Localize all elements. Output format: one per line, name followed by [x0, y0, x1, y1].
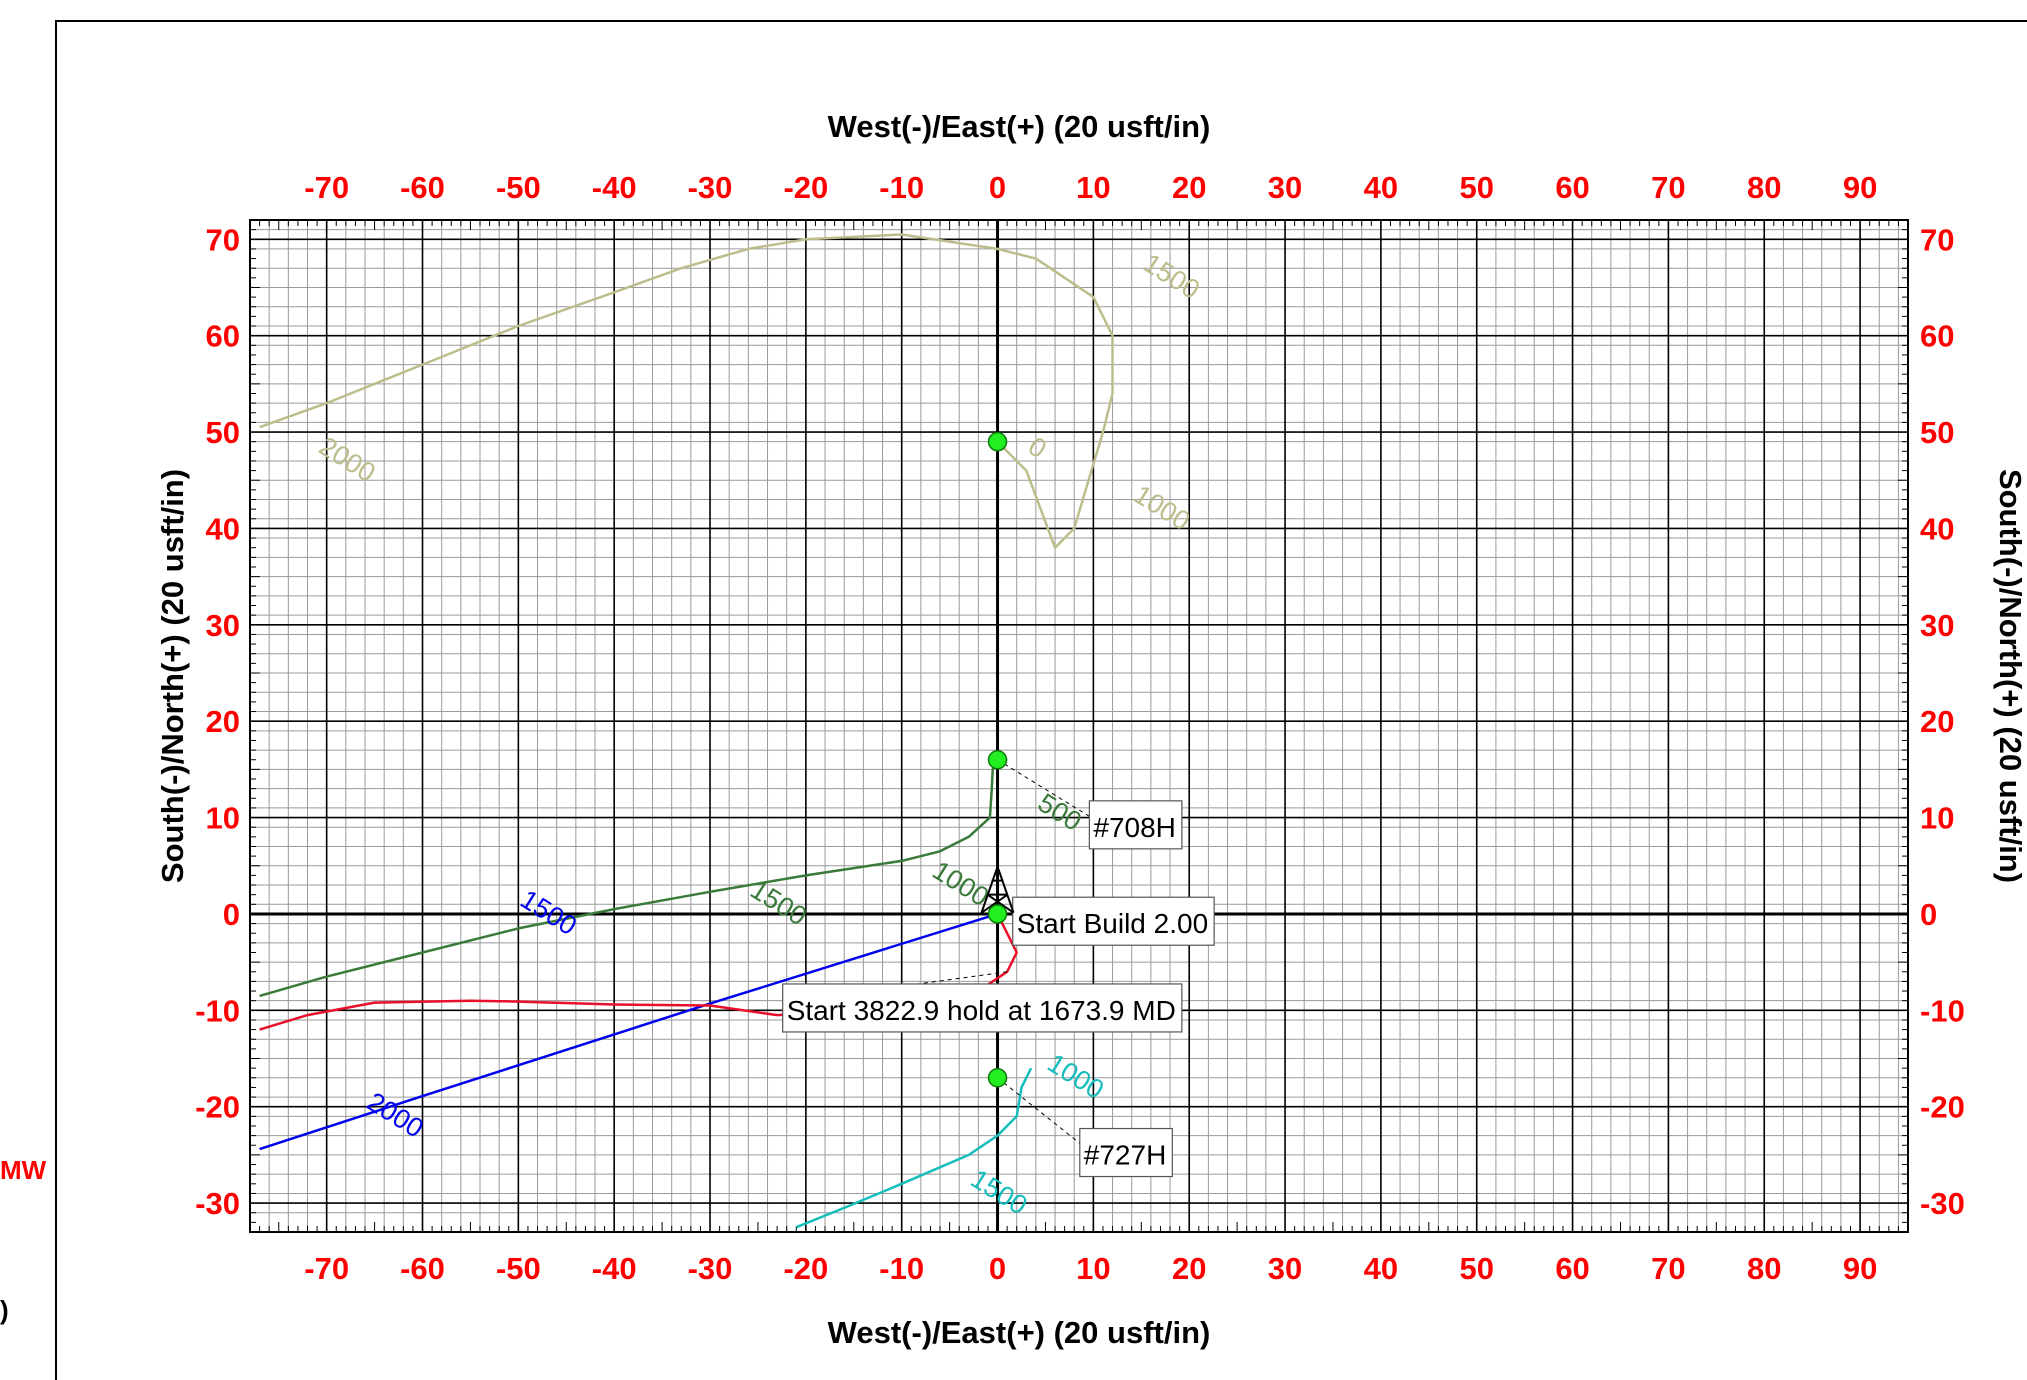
x-tick-label-top: -50: [496, 170, 541, 205]
x-tick-label-bottom: 30: [1268, 1251, 1302, 1286]
y-tick-label-left: -30: [195, 1186, 240, 1221]
x-tick-label-top: 80: [1747, 170, 1781, 205]
well-marker-2: [987, 904, 1008, 924]
left-edge-fragment-2: ): [0, 1295, 9, 1325]
y-tick-label-right: -30: [1920, 1186, 1965, 1221]
x-axis-label-bottom: West(-)/East(+) (20 usft/in): [828, 1315, 1211, 1350]
x-tick-label-bottom: -60: [400, 1251, 445, 1286]
x-tick-label-top: -40: [592, 170, 637, 205]
y-tick-label-left: 40: [206, 511, 240, 546]
series-line-2: [259, 912, 998, 1151]
x-tick-label-top: -60: [400, 170, 445, 205]
y-tick-label-left: 70: [206, 222, 240, 257]
x-tick-label-bottom: -70: [304, 1251, 349, 1286]
annotation-text: #708H: [1093, 812, 1176, 843]
annotation-leader-3: [997, 1077, 1085, 1147]
x-tick-label-top: -10: [879, 170, 924, 205]
series-line-4: [795, 1067, 1033, 1229]
plot-frame: [249, 219, 1909, 1233]
y-axis-label-right: South(-)/North(+) (20 usft/in): [1993, 469, 2027, 883]
y-tick-label-right: 70: [1920, 222, 1954, 257]
y-tick-label-right: 20: [1920, 704, 1954, 739]
y-tick-label-right: 10: [1920, 801, 1954, 836]
y-tick-label-left: 60: [206, 319, 240, 354]
annotation-3: #727H: [1079, 1127, 1173, 1178]
y-tick-label-left: 50: [206, 415, 240, 450]
major-grid: [250, 220, 1908, 1232]
y-tick-label-right: 30: [1920, 608, 1954, 643]
annotation-leader-0: [997, 759, 1094, 820]
x-tick-label-bottom: -40: [592, 1251, 637, 1286]
annotation-0: #708H: [1088, 800, 1183, 850]
x-axis-label-top: West(-)/East(+) (20 usft/in): [828, 109, 1211, 144]
y-tick-label-right: 60: [1920, 319, 1954, 354]
x-tick-label-top: 90: [1843, 170, 1877, 205]
x-tick-label-top: 70: [1651, 170, 1685, 205]
y-tick-label-left: 20: [206, 704, 240, 739]
x-tick-label-bottom: 70: [1651, 1251, 1685, 1286]
x-tick-label-bottom: 50: [1459, 1251, 1493, 1286]
annotation-box: [1088, 800, 1183, 850]
x-tick-label-bottom: 10: [1076, 1251, 1110, 1286]
y-tick-label-right: 0: [1920, 897, 1937, 932]
y-tick-label-right: 50: [1920, 415, 1954, 450]
y-axis-label-left: South(-)/North(+) (20 usft/in): [155, 469, 190, 883]
annotation-box: [782, 983, 1183, 1033]
y-tick-label-right: -10: [1920, 993, 1965, 1028]
y-tick-label-right: -20: [1920, 1090, 1965, 1125]
x-tick-label-bottom: 0: [989, 1251, 1006, 1286]
annotation-text: #727H: [1084, 1140, 1167, 1171]
x-tick-label-bottom: -50: [496, 1251, 541, 1286]
annotation-box: [1012, 896, 1215, 946]
y-tick-label-left: -20: [195, 1090, 240, 1125]
annotation-1: Start Build 2.00: [1012, 896, 1215, 946]
series-line-3: [259, 913, 1018, 1031]
x-tick-label-bottom: -20: [783, 1251, 828, 1286]
annotation-text: Start Build 2.00: [1017, 908, 1208, 939]
well-marker-3: [987, 1068, 1008, 1088]
minor-grid: [249, 220, 1908, 1233]
x-tick-label-bottom: 80: [1747, 1251, 1781, 1286]
x-tick-label-top: 60: [1555, 170, 1589, 205]
y-tick-label-left: 0: [223, 897, 240, 932]
x-tick-label-bottom: 60: [1555, 1251, 1589, 1286]
rig-derrick: [980, 863, 1015, 914]
x-tick-label-top: 10: [1076, 170, 1110, 205]
y-tick-label-left: 30: [206, 608, 240, 643]
y-tick-label-left: -10: [195, 993, 240, 1028]
x-tick-label-bottom: -30: [688, 1251, 733, 1286]
x-tick-label-top: 0: [989, 170, 1006, 205]
x-tick-label-bottom: 40: [1364, 1251, 1398, 1286]
drilling-rig-icon: [980, 863, 1015, 914]
left-edge-fragment-1: MW: [0, 1155, 47, 1185]
page-frame-top: [55, 20, 2027, 22]
x-tick-label-top: -30: [688, 170, 733, 205]
annotation-2: Start 3822.9 hold at 1673.9 MD: [782, 983, 1183, 1033]
x-tick-label-top: -20: [783, 170, 828, 205]
x-tick-label-bottom: -10: [879, 1251, 924, 1286]
x-tick-label-bottom: 20: [1172, 1251, 1206, 1286]
series-line-1: [259, 759, 999, 998]
page-frame-left: [55, 20, 57, 1380]
y-tick-label-right: 40: [1920, 511, 1954, 546]
x-tick-label-top: -70: [304, 170, 349, 205]
y-tick-label-left: 10: [206, 801, 240, 836]
x-tick-label-top: 20: [1172, 170, 1206, 205]
well-marker-0: [987, 431, 1008, 452]
x-tick-label-top: 30: [1268, 170, 1302, 205]
x-tick-label-top: 40: [1364, 170, 1398, 205]
annotation-box: [1079, 1127, 1173, 1178]
x-tick-label-bottom: 90: [1843, 1251, 1877, 1286]
annotation-text: Start 3822.9 hold at 1673.9 MD: [787, 995, 1176, 1026]
series-group: [259, 233, 1114, 1229]
series-line-0: [259, 233, 1114, 549]
well-marker-1: [987, 749, 1008, 770]
x-tick-label-top: 50: [1459, 170, 1493, 205]
